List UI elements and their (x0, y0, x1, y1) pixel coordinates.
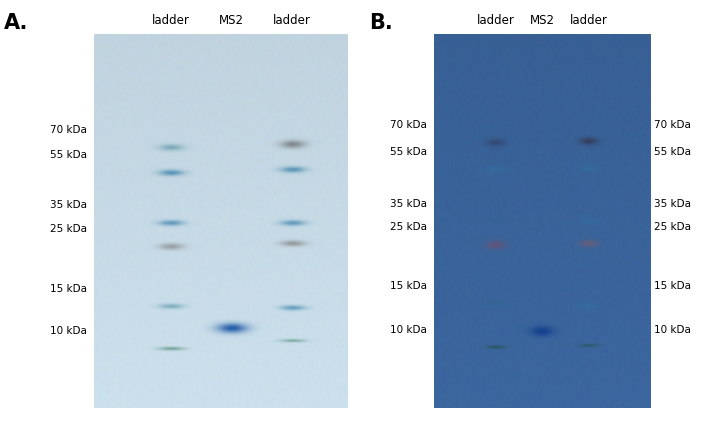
Text: 25 kDa: 25 kDa (390, 222, 427, 232)
Text: 10 kDa: 10 kDa (654, 325, 691, 334)
Text: 15 kDa: 15 kDa (50, 283, 87, 294)
Text: 25 kDa: 25 kDa (654, 222, 691, 232)
Text: A.: A. (4, 13, 28, 33)
Text: 70 kDa: 70 kDa (654, 120, 691, 130)
Text: 35 kDa: 35 kDa (50, 201, 87, 210)
Text: 70 kDa: 70 kDa (390, 120, 427, 130)
Text: 55 kDa: 55 kDa (654, 147, 691, 157)
Text: 10 kDa: 10 kDa (390, 325, 427, 334)
Text: ladder: ladder (570, 14, 607, 27)
Text: 70 kDa: 70 kDa (50, 125, 87, 135)
Text: 10 kDa: 10 kDa (50, 326, 87, 336)
Text: ladder: ladder (273, 14, 311, 27)
Text: ladder: ladder (476, 14, 515, 27)
Text: 15 kDa: 15 kDa (654, 280, 691, 291)
Text: 55 kDa: 55 kDa (50, 150, 87, 160)
Text: 25 kDa: 25 kDa (50, 224, 87, 234)
Text: 55 kDa: 55 kDa (390, 147, 427, 157)
Text: B.: B. (369, 13, 393, 33)
Text: ladder: ladder (152, 14, 190, 27)
Text: 35 kDa: 35 kDa (654, 199, 691, 209)
Text: MS2: MS2 (219, 14, 244, 27)
Text: MS2: MS2 (529, 14, 555, 27)
Text: 15 kDa: 15 kDa (390, 280, 427, 291)
Text: 35 kDa: 35 kDa (390, 199, 427, 209)
